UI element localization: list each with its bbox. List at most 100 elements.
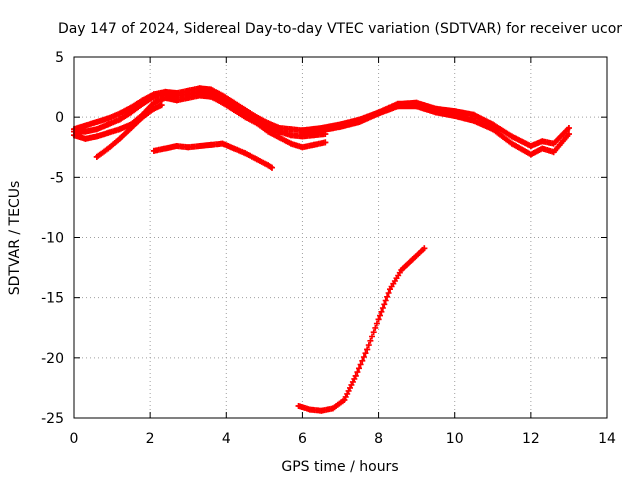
x-tick-label: 0	[70, 431, 79, 447]
data-point	[550, 149, 557, 156]
x-tick-label: 8	[374, 431, 383, 447]
data-point	[356, 118, 363, 125]
data-point	[565, 124, 572, 131]
x-tick-label: 14	[598, 431, 616, 447]
series-track-h	[295, 245, 428, 414]
series-markers	[295, 245, 428, 414]
data-point	[162, 145, 169, 152]
data-point	[310, 141, 317, 148]
data-point	[196, 143, 203, 150]
data-point	[185, 94, 192, 101]
data-point	[93, 118, 100, 125]
data-point	[219, 99, 226, 106]
series-track-g	[299, 103, 572, 158]
data-point	[242, 114, 249, 121]
data-point	[150, 99, 157, 106]
y-tick-label: 5	[55, 50, 64, 66]
data-point	[318, 407, 325, 414]
data-point	[352, 372, 359, 379]
data-point	[565, 131, 572, 138]
data-point	[432, 109, 439, 116]
data-point	[527, 151, 534, 158]
data-point	[265, 162, 272, 169]
data-point	[421, 245, 428, 252]
data-point	[398, 266, 405, 273]
x-tick-label: 10	[446, 431, 464, 447]
data-point	[329, 405, 336, 412]
y-tick-label: 0	[55, 110, 64, 126]
data-point	[150, 93, 157, 100]
x-tick-label: 2	[146, 431, 155, 447]
data-point	[539, 145, 546, 152]
y-tick-label: -10	[41, 231, 64, 247]
data-point	[208, 93, 215, 100]
data-point	[230, 145, 237, 152]
data-point	[128, 124, 135, 131]
data-point	[230, 106, 237, 113]
data-point	[128, 109, 135, 116]
data-point	[242, 150, 249, 157]
data-point	[82, 122, 89, 129]
data-point	[470, 117, 477, 124]
y-tick-label: -5	[50, 170, 64, 186]
data-point	[219, 140, 226, 147]
data-point	[116, 116, 123, 123]
data-point	[173, 143, 180, 150]
data-point	[93, 133, 100, 140]
data-point	[527, 143, 534, 150]
y-axis-label: SDTVAR / TECUs	[7, 181, 23, 296]
data-series	[71, 85, 572, 414]
data-point	[105, 121, 112, 128]
data-point	[116, 110, 123, 117]
y-tick-label: -20	[41, 351, 64, 367]
data-point	[375, 110, 382, 117]
x-axis-label: GPS time / hours	[281, 459, 398, 475]
data-point	[82, 128, 89, 135]
data-point	[116, 126, 123, 133]
data-point	[173, 97, 180, 104]
data-point	[265, 128, 272, 135]
data-point	[253, 120, 260, 127]
data-point	[116, 135, 123, 142]
data-point	[105, 145, 112, 152]
data-point	[307, 406, 314, 413]
series-track-e	[150, 140, 275, 171]
data-point	[105, 129, 112, 136]
data-point	[451, 112, 458, 119]
y-tick-label: -15	[41, 291, 64, 307]
data-point	[337, 123, 344, 130]
data-point	[375, 316, 382, 323]
data-point	[341, 396, 348, 403]
data-point	[288, 126, 295, 133]
data-point	[508, 140, 515, 147]
data-point	[105, 115, 112, 122]
data-point	[409, 256, 416, 263]
data-point	[93, 126, 100, 133]
data-point	[539, 138, 546, 145]
data-point	[386, 286, 393, 293]
data-point	[394, 103, 401, 110]
data-point	[470, 111, 477, 118]
data-point	[158, 102, 165, 109]
data-point	[413, 103, 420, 110]
data-point	[139, 114, 146, 121]
y-tick-label: -25	[41, 411, 64, 427]
series-track-d	[93, 102, 165, 160]
data-point	[489, 126, 496, 133]
data-point	[253, 156, 260, 163]
x-tick-label: 12	[522, 431, 540, 447]
data-point	[508, 133, 515, 140]
data-point	[322, 139, 329, 146]
data-point	[299, 129, 306, 136]
data-point	[196, 92, 203, 99]
data-point	[299, 144, 306, 151]
data-point	[268, 164, 275, 171]
data-point	[150, 147, 157, 154]
x-tick-label: 4	[222, 431, 231, 447]
data-point	[185, 144, 192, 151]
data-point	[276, 128, 283, 135]
grid-lines	[74, 57, 607, 418]
data-point	[318, 127, 325, 134]
axis-ticks: 0 2 4 6 8 10 12 14 5 0 -5 -10 -15 -20 -25	[41, 50, 616, 447]
